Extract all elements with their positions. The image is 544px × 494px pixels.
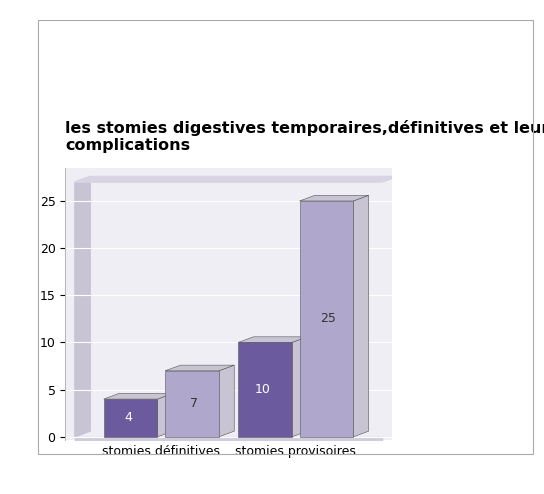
Polygon shape xyxy=(75,176,90,437)
Polygon shape xyxy=(75,176,398,182)
Polygon shape xyxy=(353,195,369,437)
Polygon shape xyxy=(165,365,234,371)
Polygon shape xyxy=(292,337,307,437)
Polygon shape xyxy=(219,365,234,437)
Polygon shape xyxy=(104,399,157,437)
Text: les stomies digestives temporaires,définitives et leurs taux de
complications: les stomies digestives temporaires,défin… xyxy=(65,120,544,153)
Polygon shape xyxy=(238,337,307,342)
Polygon shape xyxy=(300,201,353,437)
Polygon shape xyxy=(104,393,173,399)
Text: 4: 4 xyxy=(125,412,133,424)
Text: 25: 25 xyxy=(320,312,336,326)
Text: 7: 7 xyxy=(190,397,198,411)
Polygon shape xyxy=(157,393,173,437)
Polygon shape xyxy=(165,371,219,437)
Polygon shape xyxy=(300,195,369,201)
Polygon shape xyxy=(238,342,292,437)
Text: 10: 10 xyxy=(255,383,271,396)
